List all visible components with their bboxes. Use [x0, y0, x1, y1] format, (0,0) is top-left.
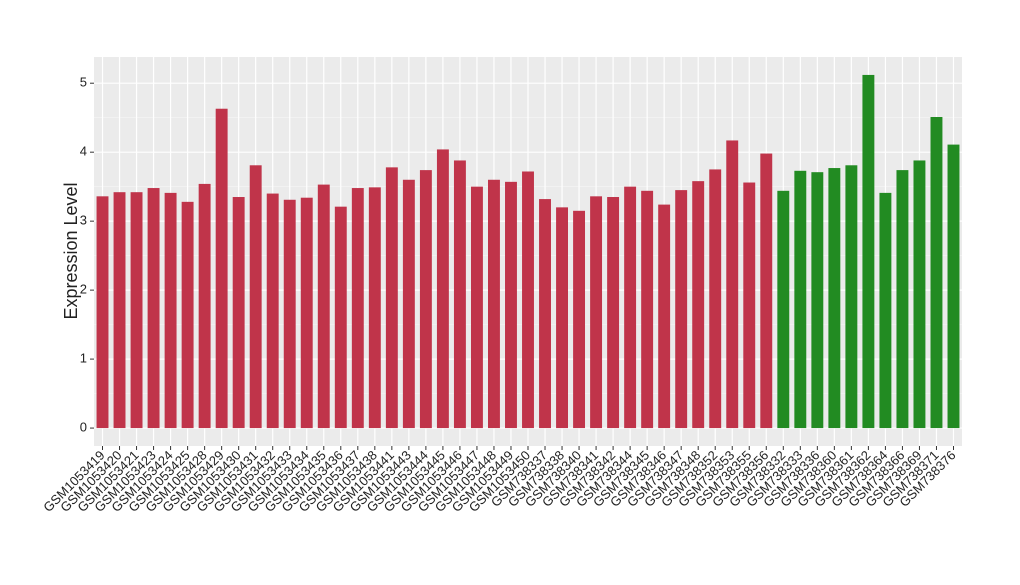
y-tick-label: 3: [80, 213, 87, 228]
bar: [402, 179, 415, 429]
bar: [641, 190, 654, 429]
bar: [453, 160, 466, 429]
bar: [879, 192, 892, 429]
bar: [743, 182, 756, 429]
bar: [164, 192, 177, 429]
y-tick-label: 4: [80, 144, 87, 159]
bar: [505, 181, 517, 429]
bar: [334, 206, 347, 429]
bar: [215, 108, 228, 429]
bar: [539, 199, 551, 429]
y-tick-label: 2: [80, 282, 87, 297]
bar: [181, 201, 194, 429]
y-tick-label: 5: [80, 75, 87, 90]
y-tick-label: 0: [80, 420, 87, 435]
bar: [130, 192, 143, 429]
bar: [488, 179, 500, 429]
bar: [828, 168, 841, 429]
bar: [913, 160, 926, 429]
bar: [845, 165, 858, 429]
bar: [709, 169, 722, 429]
bar: [624, 186, 637, 429]
bar: [147, 188, 160, 429]
bar: [266, 193, 279, 429]
bar: [590, 196, 603, 429]
bar: [96, 196, 109, 429]
bar: [777, 190, 790, 429]
bar: [317, 184, 330, 429]
bar: [556, 207, 568, 429]
bar: [607, 197, 620, 429]
bar: [436, 149, 449, 429]
bar: [419, 170, 432, 429]
bar: [232, 197, 245, 429]
bar: [198, 183, 211, 429]
bar: [283, 199, 296, 429]
y-axis-label: Expression Level: [61, 182, 81, 319]
bar: [794, 170, 807, 429]
bar: [692, 181, 705, 429]
bar: [351, 188, 364, 429]
bar: [726, 140, 739, 429]
bar: [249, 165, 262, 429]
bar: [658, 204, 671, 429]
bar: [368, 187, 381, 429]
bar: [930, 117, 943, 429]
bar: [811, 172, 824, 429]
bar: [113, 192, 126, 429]
bar: [862, 74, 875, 429]
bar: [760, 153, 773, 429]
bar: [675, 190, 688, 429]
y-tick-label: 1: [80, 351, 87, 366]
bar: [470, 186, 483, 429]
bar: [896, 170, 909, 429]
bar: [573, 210, 586, 429]
bar: [947, 144, 960, 429]
bar: [385, 167, 398, 429]
bar: [300, 197, 313, 429]
bar: [522, 171, 534, 429]
